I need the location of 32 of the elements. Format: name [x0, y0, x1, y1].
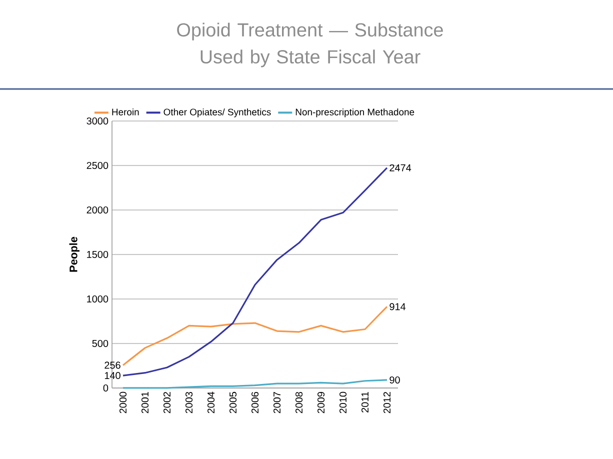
data-label: 140 — [104, 372, 120, 380]
legend-label: Heroin — [112, 108, 139, 116]
x-tick-label: 2002 — [163, 392, 171, 414]
y-axis-title: People — [69, 236, 80, 272]
line-series — [122, 306, 388, 366]
data-label: 914 — [390, 303, 406, 310]
y-tick-label: 1000 — [87, 295, 108, 303]
line-series — [122, 167, 388, 376]
x-tick-label: 2009 — [317, 392, 325, 414]
x-tick-label: 2005 — [229, 392, 237, 414]
y-tick-label: 2500 — [86, 162, 108, 170]
y-tick-label: 2000 — [86, 206, 108, 214]
x-tick-label: 2000 — [119, 392, 127, 414]
legend-label: Other Opiates/ Synthetics — [164, 108, 271, 118]
data-label: 2474 — [390, 164, 412, 172]
y-tick-label: 500 — [92, 340, 108, 348]
y-tick-label: 3000 — [86, 117, 108, 125]
data-label: 256 — [104, 362, 120, 369]
data-label: 90 — [390, 376, 400, 384]
x-tick-label: 2006 — [251, 392, 259, 414]
x-tick-label: 2004 — [207, 392, 215, 414]
x-tick-label: 2007 — [273, 392, 281, 414]
legend-label: Non-prescription Methadone — [296, 108, 414, 118]
y-tick-label: 1500 — [87, 250, 108, 258]
x-tick-label: 2012 — [383, 392, 391, 414]
y-tick-label: 0 — [103, 384, 108, 392]
x-tick-label: 2010 — [339, 392, 347, 414]
x-tick-label: 2001 — [141, 392, 149, 414]
chart-title: Opioid Treatment — Substance Used by State Fiscal Year — [177, 22, 443, 68]
x-tick-label: 2008 — [295, 392, 303, 414]
x-tick-label: 2011 — [361, 392, 369, 412]
x-tick-label: 2003 — [185, 392, 193, 414]
